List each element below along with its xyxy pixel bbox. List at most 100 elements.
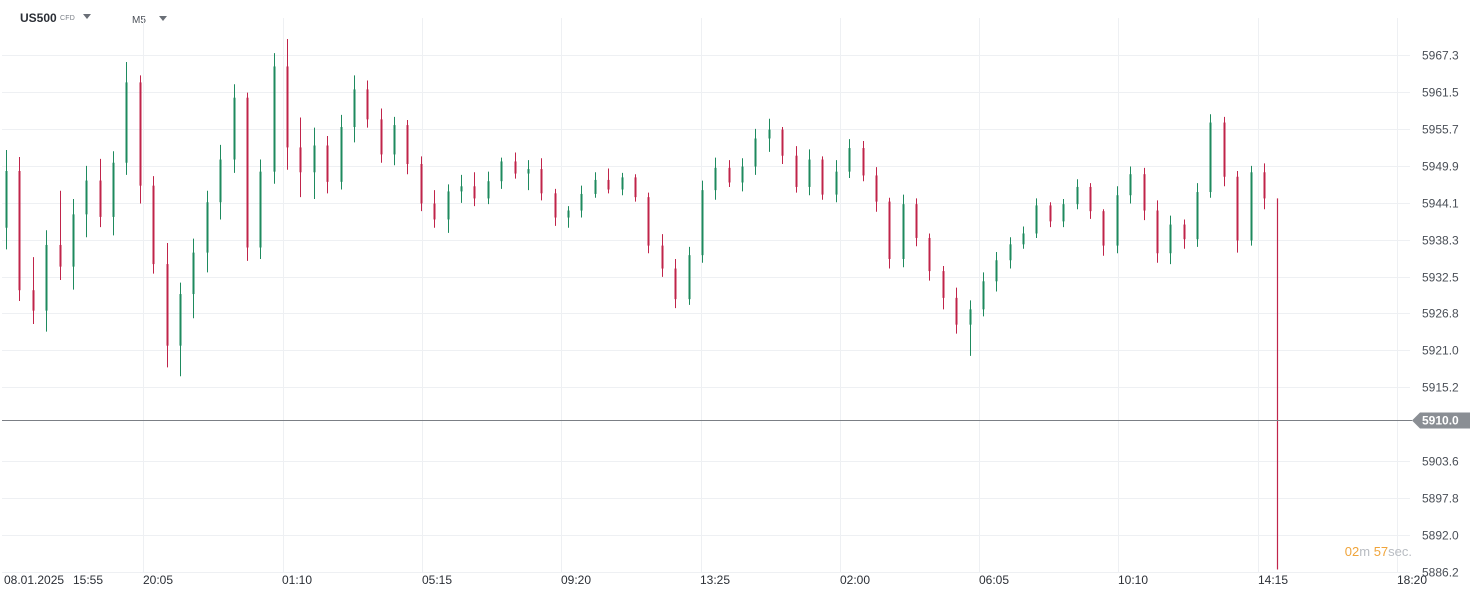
- candle-body: [447, 191, 450, 220]
- price-tick-label: 5949.9: [1422, 160, 1459, 174]
- candle-body: [915, 204, 918, 238]
- candle-body: [299, 147, 302, 173]
- candle-body: [85, 180, 88, 215]
- candle-body: [1076, 186, 1079, 205]
- candle-body: [1009, 244, 1012, 261]
- candle-body: [942, 271, 945, 298]
- time-tick-label: 05:15: [422, 573, 452, 587]
- candle-body: [1116, 195, 1119, 246]
- candle-body: [219, 159, 222, 203]
- candle-body: [32, 290, 35, 311]
- candle-body: [273, 66, 276, 172]
- timeframe-label: M5: [132, 15, 146, 26]
- candle-body: [821, 159, 824, 195]
- candle-body: [72, 214, 75, 267]
- candle-body: [741, 166, 744, 183]
- price-tick-label: 5961.5: [1422, 86, 1459, 100]
- candle-body: [795, 155, 798, 187]
- candle-body: [875, 175, 878, 202]
- candle-body: [1263, 172, 1266, 199]
- time-tick-label: 06:05: [979, 573, 1009, 587]
- candle-body: [340, 127, 343, 182]
- candle-body: [888, 201, 891, 259]
- candle-body: [714, 167, 717, 191]
- time-tick-label: 18:20: [1397, 573, 1427, 587]
- price-tick-label: 5932.5: [1422, 271, 1459, 285]
- candle-body: [1196, 192, 1199, 240]
- time-tick-label: 09:20: [561, 573, 591, 587]
- candle-body: [406, 125, 409, 164]
- candle-body: [982, 281, 985, 310]
- chart-header: US500 CFD M5: [0, 0, 400, 36]
- time-tick-label: 15:55: [73, 573, 103, 587]
- candle-body: [59, 244, 62, 267]
- price-tick-label: 5915.2: [1422, 381, 1459, 395]
- candle-body: [487, 181, 490, 199]
- time-tick-label: 02:00: [840, 573, 870, 587]
- candle-body: [125, 82, 128, 163]
- price-tick-label: 5955.7: [1422, 123, 1459, 137]
- candle-body: [969, 309, 972, 325]
- time-tick-label: 10:10: [1118, 573, 1148, 587]
- candle-body: [259, 171, 262, 248]
- candle-body: [152, 185, 155, 265]
- candle-body: [835, 171, 838, 195]
- candle-body: [928, 237, 931, 272]
- candle-body: [420, 163, 423, 204]
- candle-body: [647, 197, 650, 246]
- candle-body: [192, 252, 195, 295]
- candle-body: [233, 97, 236, 160]
- candle-body: [594, 179, 597, 194]
- candle-body: [540, 169, 543, 194]
- price-tick-label: 5944.1: [1422, 197, 1459, 211]
- time-tick-label: 08.01.2025: [4, 573, 64, 587]
- candle-body: [580, 193, 583, 211]
- price-tick-label: 5886.2: [1422, 566, 1459, 580]
- price-tick-label: 5967.3: [1422, 49, 1459, 63]
- candle-body: [1049, 205, 1052, 222]
- candle-body: [18, 171, 21, 291]
- candle-body: [554, 193, 557, 218]
- candle-body: [674, 268, 677, 300]
- candle-body: [326, 145, 329, 182]
- countdown-minutes-unit: m: [1359, 544, 1371, 559]
- candle-body: [995, 260, 998, 282]
- candle-body: [5, 171, 8, 228]
- candle-body: [634, 177, 637, 198]
- symbol-label: US500: [20, 11, 57, 25]
- candle-body: [313, 145, 316, 173]
- candle-body: [366, 89, 369, 120]
- price-tick-label: 5938.3: [1422, 234, 1459, 248]
- candle-body: [661, 245, 664, 269]
- current-price-label: 5910.0: [1422, 414, 1459, 428]
- candle-body: [353, 89, 356, 128]
- candle-body: [206, 202, 209, 253]
- current-price-marker: 5910.0: [2, 412, 1470, 429]
- candle-body: [393, 125, 396, 155]
- candle-body: [848, 148, 851, 172]
- candle-body: [1156, 210, 1159, 254]
- candle-body: [179, 294, 182, 346]
- candle-body: [955, 297, 958, 325]
- countdown-seconds: 57: [1373, 544, 1389, 559]
- candle-body: [754, 138, 757, 167]
- candle-body: [99, 180, 102, 217]
- time-tick-label: 20:05: [143, 573, 173, 587]
- time-tick-label: 13:25: [700, 573, 730, 587]
- candle-body: [902, 204, 905, 259]
- candle-body: [607, 179, 610, 190]
- candle-body: [808, 159, 811, 187]
- candle-body: [1250, 172, 1253, 241]
- timeframe-dropdown-icon[interactable]: [159, 16, 167, 21]
- symbol-dropdown-icon[interactable]: [83, 14, 91, 19]
- symbol-type-label: CFD: [60, 15, 75, 22]
- candle-body: [688, 255, 691, 300]
- candle-body: [433, 203, 436, 220]
- countdown-minutes: 02: [1344, 544, 1360, 559]
- countdown-seconds-unit: sec.: [1388, 544, 1412, 559]
- candle-body: [1223, 122, 1226, 177]
- candle-body: [1143, 174, 1146, 211]
- time-tick-label: 01:10: [282, 573, 312, 587]
- candle-body: [768, 129, 771, 139]
